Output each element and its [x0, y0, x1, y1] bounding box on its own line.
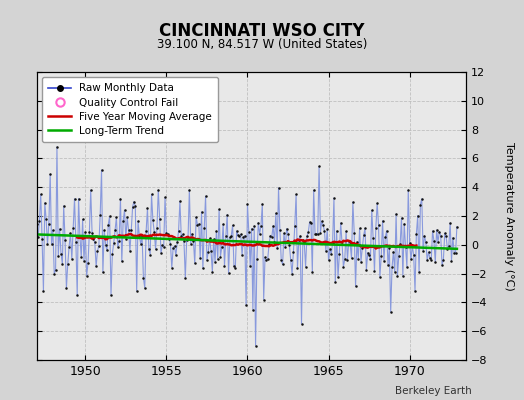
Text: CINCINNATI WSO CITY: CINCINNATI WSO CITY [159, 22, 365, 40]
Legend: Raw Monthly Data, Quality Control Fail, Five Year Moving Average, Long-Term Tren: Raw Monthly Data, Quality Control Fail, … [42, 77, 219, 142]
Text: 39.100 N, 84.517 W (United States): 39.100 N, 84.517 W (United States) [157, 38, 367, 51]
Y-axis label: Temperature Anomaly (°C): Temperature Anomaly (°C) [505, 142, 515, 290]
Text: Berkeley Earth: Berkeley Earth [395, 386, 472, 396]
